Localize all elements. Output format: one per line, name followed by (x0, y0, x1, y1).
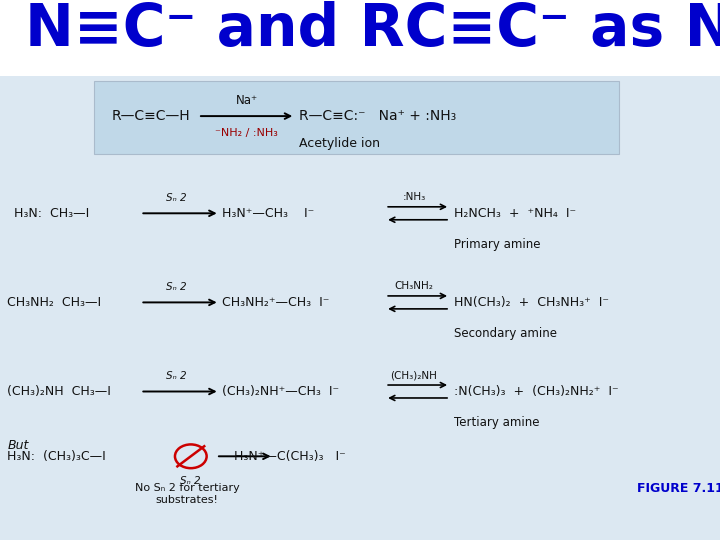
Text: H₃N⁺—CH₃    I⁻: H₃N⁺—CH₃ I⁻ (222, 207, 314, 220)
Text: H₃N:  (CH₃)₃C—I: H₃N: (CH₃)₃C—I (7, 450, 106, 463)
Text: Primary amine: Primary amine (454, 238, 540, 251)
Text: N≡C⁻ and RC≡C⁻ as Nucleophiles: N≡C⁻ and RC≡C⁻ as Nucleophiles (25, 1, 720, 58)
Bar (0, 0, 720, 76)
Text: R—C≡C:⁻   Na⁺ + :NH₃: R—C≡C:⁻ Na⁺ + :NH₃ (299, 109, 456, 123)
Text: R—C≡C—H: R—C≡C—H (112, 109, 190, 123)
Text: Sₙ 2: Sₙ 2 (166, 193, 186, 203)
Bar (0, 157, 720, 186)
Text: ⁻NH₂ / :NH₃: ⁻NH₂ / :NH₃ (215, 129, 278, 138)
Text: Acetylide ion: Acetylide ion (299, 137, 380, 150)
Text: (CH₃)₂NH⁺—CH₃  I⁻: (CH₃)₂NH⁺—CH₃ I⁻ (222, 385, 339, 398)
Text: No Sₙ 2 for tertiary
substrates!: No Sₙ 2 for tertiary substrates! (135, 483, 240, 505)
Text: CH₃NH₂  CH₃—I: CH₃NH₂ CH₃—I (7, 296, 102, 309)
Text: (CH₃)₂NH  CH₃—I: (CH₃)₂NH CH₃—I (7, 385, 111, 398)
Text: HN(CH₃)₂  +  CH₃NH₃⁺  I⁻: HN(CH₃)₂ + CH₃NH₃⁺ I⁻ (454, 296, 608, 309)
Bar (94, 81, 619, 154)
Text: But: But (7, 439, 29, 452)
Text: Secondary amine: Secondary amine (454, 327, 557, 340)
Text: Sₙ 2: Sₙ 2 (181, 476, 201, 485)
Text: :N(CH₃)₃  +  (CH₃)₂NH₂⁺  I⁻: :N(CH₃)₃ + (CH₃)₂NH₂⁺ I⁻ (454, 385, 618, 398)
Bar (0, 76, 720, 540)
Text: FIGURE 7.110: FIGURE 7.110 (637, 482, 720, 495)
Text: H₃N⁺—C(CH₃)₃   I⁻: H₃N⁺—C(CH₃)₃ I⁻ (234, 450, 346, 463)
Text: Tertiary amine: Tertiary amine (454, 416, 539, 429)
Text: (CH₃)₂NH: (CH₃)₂NH (390, 370, 438, 380)
Bar (0, 246, 720, 275)
Text: H₃N:  CH₃—I: H₃N: CH₃—I (14, 207, 90, 220)
Text: Sₙ 2: Sₙ 2 (166, 372, 186, 381)
Text: Sₙ 2: Sₙ 2 (166, 282, 186, 292)
Text: H₂NCH₃  +  ⁺NH₄  I⁻: H₂NCH₃ + ⁺NH₄ I⁻ (454, 207, 576, 220)
Bar (0, 335, 720, 365)
Text: CH₃NH₂: CH₃NH₂ (395, 281, 433, 291)
Text: Na⁺: Na⁺ (235, 94, 258, 107)
Text: CH₃NH₂⁺—CH₃  I⁻: CH₃NH₂⁺—CH₃ I⁻ (222, 296, 329, 309)
Text: :NH₃: :NH₃ (402, 192, 426, 202)
